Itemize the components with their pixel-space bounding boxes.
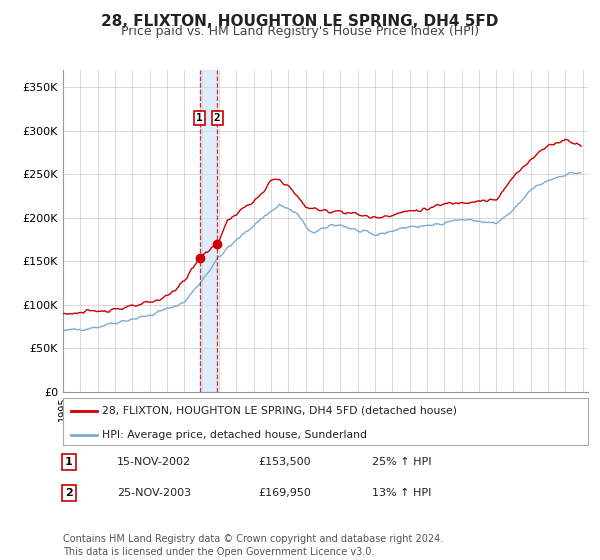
Text: 13% ↑ HPI: 13% ↑ HPI [372,488,431,498]
Text: Contains HM Land Registry data © Crown copyright and database right 2024.
This d: Contains HM Land Registry data © Crown c… [63,534,443,557]
Text: 2: 2 [65,488,73,498]
Text: 25% ↑ HPI: 25% ↑ HPI [372,457,431,467]
Text: 2: 2 [214,113,221,123]
Text: 1: 1 [196,113,203,123]
Text: £169,950: £169,950 [258,488,311,498]
Text: 1: 1 [65,457,73,467]
Text: Price paid vs. HM Land Registry's House Price Index (HPI): Price paid vs. HM Land Registry's House … [121,25,479,38]
Text: 28, FLIXTON, HOUGHTON LE SPRING, DH4 5FD (detached house): 28, FLIXTON, HOUGHTON LE SPRING, DH4 5FD… [103,406,457,416]
Bar [200,70,217,392]
Text: 25-NOV-2003: 25-NOV-2003 [117,488,191,498]
Text: 15-NOV-2002: 15-NOV-2002 [117,457,191,467]
Text: HPI: Average price, detached house, Sunderland: HPI: Average price, detached house, Sund… [103,430,367,440]
Text: 28, FLIXTON, HOUGHTON LE SPRING, DH4 5FD: 28, FLIXTON, HOUGHTON LE SPRING, DH4 5FD [101,14,499,29]
Text: £153,500: £153,500 [258,457,311,467]
